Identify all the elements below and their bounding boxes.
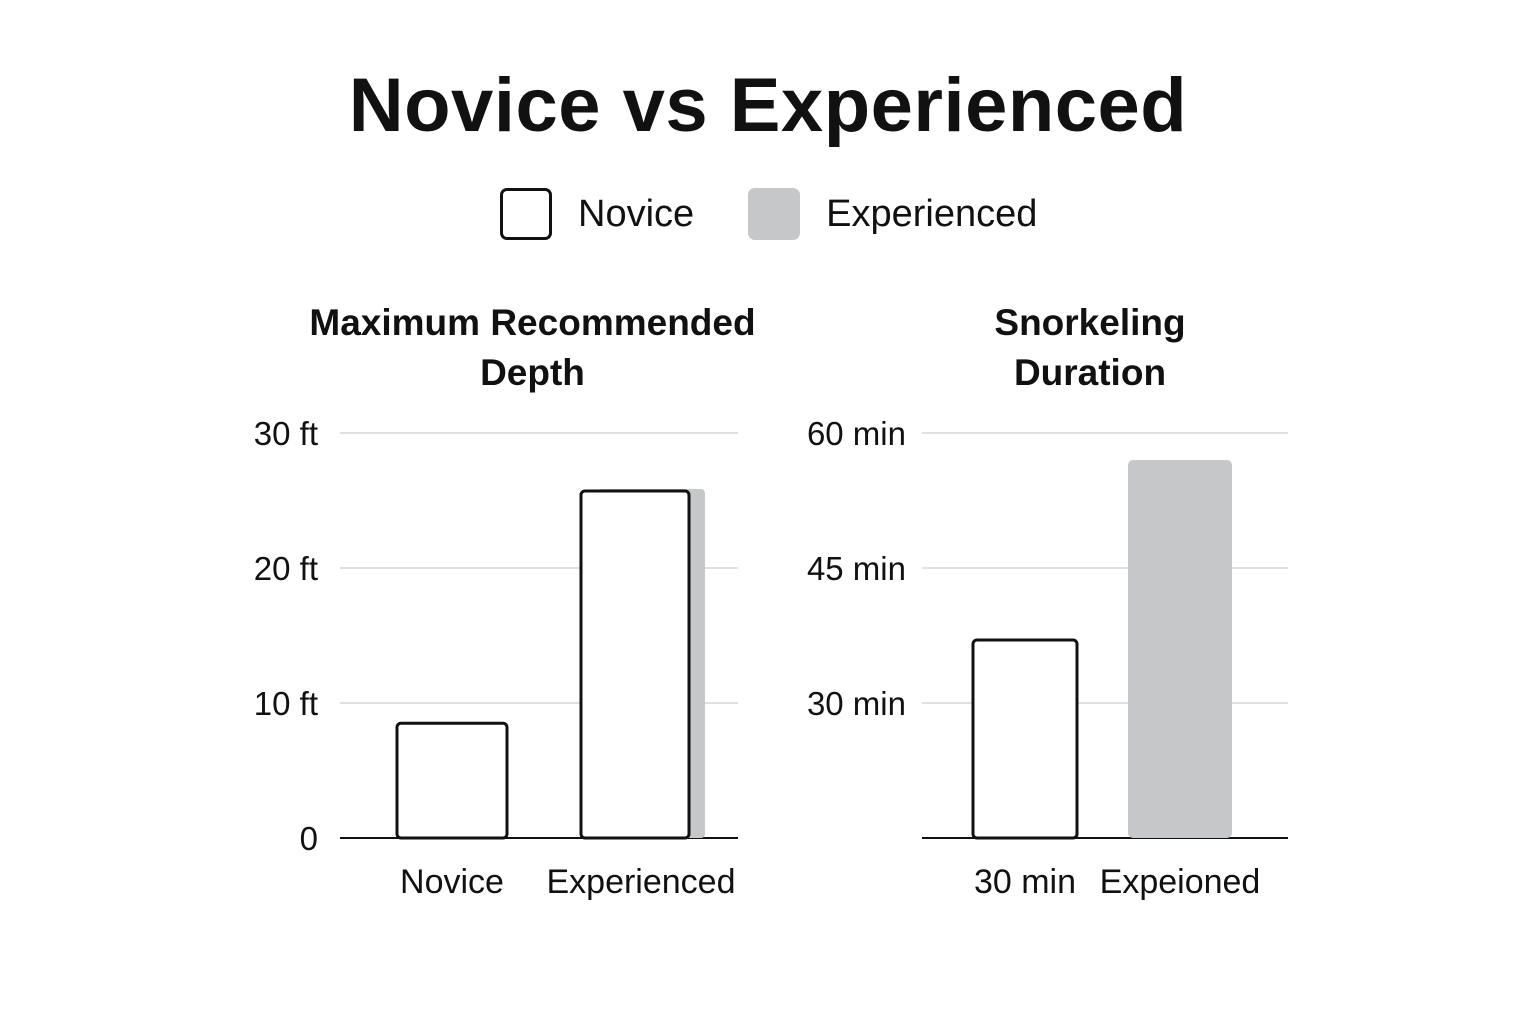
depth-ytick-label: 30 ft [254,415,318,452]
duration-ytick-label: 30 min [807,685,906,722]
legend-label-novice: Novice [578,193,695,235]
legend: Novice Experienced [500,186,1091,242]
legend-swatch-novice [500,188,552,240]
legend-label-experienced: Experienced [826,193,1038,235]
duration-xtick-label: 30 min [974,863,1076,901]
depth-xtick-label: Experienced [546,863,735,901]
duration-ytick-label: 45 min [807,550,906,587]
duration-ytick-label: 60 min [807,415,906,452]
depth-chart-title: Maximum Recommended Depth [309,302,756,393]
depth-ytick-label: 0 [300,820,318,857]
depth-ytick-label: 10 ft [254,685,318,722]
duration-xtick-label: Expeioned [1100,863,1261,901]
depth-bar-novice [395,721,509,840]
duration-chart-title: Snorkeling Duration [994,302,1186,393]
duration-bar-novice [971,638,1079,840]
duration-bar-experienced [1128,460,1232,838]
depth-ytick-label: 20 ft [254,550,318,587]
page-title: Novice vs Experienced [348,63,1188,148]
depth-xtick-label: Novice [400,863,504,901]
legend-swatch-experienced [748,188,801,240]
depth-bar-novice [579,489,691,840]
